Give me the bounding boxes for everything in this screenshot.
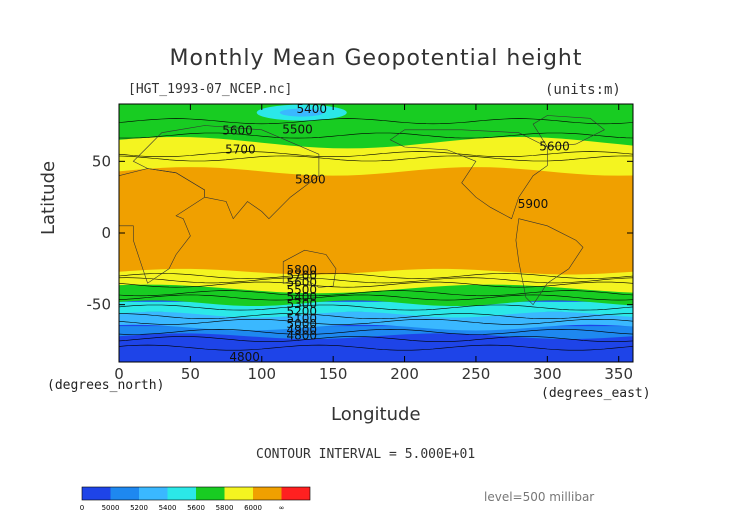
contour-label: 4800 bbox=[286, 329, 317, 343]
contour-label: 5000 bbox=[286, 317, 317, 331]
contour-label: 5600 bbox=[539, 140, 570, 154]
contour-line bbox=[119, 336, 633, 342]
contour-label: 5700 bbox=[286, 269, 317, 283]
colorbar-label: 5800 bbox=[216, 504, 234, 512]
colorbar-swatch bbox=[82, 487, 111, 500]
x-axis-unit: (degrees_east) bbox=[541, 386, 651, 401]
band-5800-north bbox=[119, 136, 633, 178]
colorbar: 0 5000 5200 5400 5600 5800 6000 ∞ bbox=[80, 486, 311, 512]
contour-line bbox=[119, 313, 633, 320]
contour-line bbox=[119, 273, 633, 279]
coastlines bbox=[119, 115, 605, 306]
coastline bbox=[282, 249, 337, 288]
contour-lines bbox=[119, 118, 633, 351]
coastline bbox=[515, 218, 584, 306]
contour-label: 4800 bbox=[229, 350, 260, 364]
x-axis-label: Longitude bbox=[331, 404, 421, 425]
colorbar-frame bbox=[81, 486, 311, 501]
y-axis-unit: (degrees_north) bbox=[47, 378, 165, 393]
colorbar-swatch bbox=[196, 487, 225, 500]
contour-line bbox=[119, 328, 633, 335]
units-label: (units:m) bbox=[545, 82, 621, 98]
x-tick-label: 0 bbox=[114, 365, 124, 383]
contour-line bbox=[119, 281, 633, 288]
contour-label: 5400 bbox=[286, 290, 317, 304]
band-5800-south bbox=[119, 267, 633, 294]
colorbar-label: 6000 bbox=[244, 504, 262, 512]
colorbar-swatch bbox=[253, 487, 282, 500]
coastline bbox=[132, 125, 320, 220]
contour-label: 5900 bbox=[518, 197, 549, 211]
contour-line bbox=[119, 304, 633, 311]
colorbar-label: 5400 bbox=[159, 504, 177, 512]
y-tick-label: -50 bbox=[87, 296, 112, 314]
colorbar-label: ∞ bbox=[279, 504, 285, 512]
y-tick-label: 50 bbox=[92, 152, 111, 170]
colorbar-swatch bbox=[167, 487, 196, 500]
contour-label: 5500 bbox=[282, 122, 313, 136]
contour-label: 5800 bbox=[286, 263, 317, 277]
colorbar-swatch bbox=[224, 487, 253, 500]
x-tick-label: 50 bbox=[181, 365, 200, 383]
y-axis-label: Latitude bbox=[38, 160, 59, 235]
axis-ticks: 0 50 100 150 200 250 300 350 50 0 -50 bbox=[87, 104, 633, 383]
contour-label: 5200 bbox=[286, 304, 317, 318]
x-tick-label: 350 bbox=[604, 365, 633, 383]
contour-label: 5600 bbox=[286, 276, 317, 290]
contour-label: 5400 bbox=[296, 102, 327, 116]
contour-interval: CONTOUR INTERVAL = 5.000E+01 bbox=[256, 447, 476, 462]
colorbar-label: 5200 bbox=[130, 504, 148, 512]
contour-line bbox=[119, 344, 633, 351]
colorbar-swatch bbox=[110, 487, 139, 500]
contour-label: 5500 bbox=[286, 283, 317, 297]
x-tick-label: 150 bbox=[319, 365, 348, 383]
contour-line bbox=[119, 132, 633, 139]
colorbar-swatch bbox=[139, 487, 168, 500]
contour-label: 5600 bbox=[222, 124, 253, 138]
y-tick-label: 0 bbox=[101, 224, 111, 242]
band-5800-5900 bbox=[119, 167, 633, 275]
contour-line bbox=[119, 118, 633, 125]
contour-label: 5300 bbox=[286, 297, 317, 311]
contour-line bbox=[119, 277, 633, 284]
file-name: [HGT_1993-07_NCEP.nc] bbox=[128, 82, 293, 97]
colorbar-swatch bbox=[281, 487, 310, 500]
colorbar-label: 0 bbox=[80, 504, 84, 512]
x-tick-label: 300 bbox=[533, 365, 562, 383]
contour-line bbox=[119, 290, 633, 297]
colorbar-label: 5600 bbox=[187, 504, 205, 512]
contour-label: 5700 bbox=[225, 142, 256, 156]
contour-label: 5800 bbox=[295, 172, 326, 186]
x-tick-label: 200 bbox=[390, 365, 419, 383]
coastline bbox=[532, 115, 605, 148]
coastline bbox=[389, 129, 548, 220]
level-label: level=500 millibar bbox=[484, 490, 595, 504]
x-tick-label: 250 bbox=[462, 365, 491, 383]
contour-line bbox=[119, 294, 633, 301]
contour-label: 4900 bbox=[286, 323, 317, 337]
chart-title: Monthly Mean Geopotential height bbox=[169, 46, 583, 71]
polar-low-core bbox=[279, 108, 324, 117]
x-tick-label: 100 bbox=[247, 365, 276, 383]
colorbar-label: 5000 bbox=[102, 504, 120, 512]
contour-label: 5100 bbox=[286, 312, 317, 326]
contour-line bbox=[119, 318, 633, 325]
